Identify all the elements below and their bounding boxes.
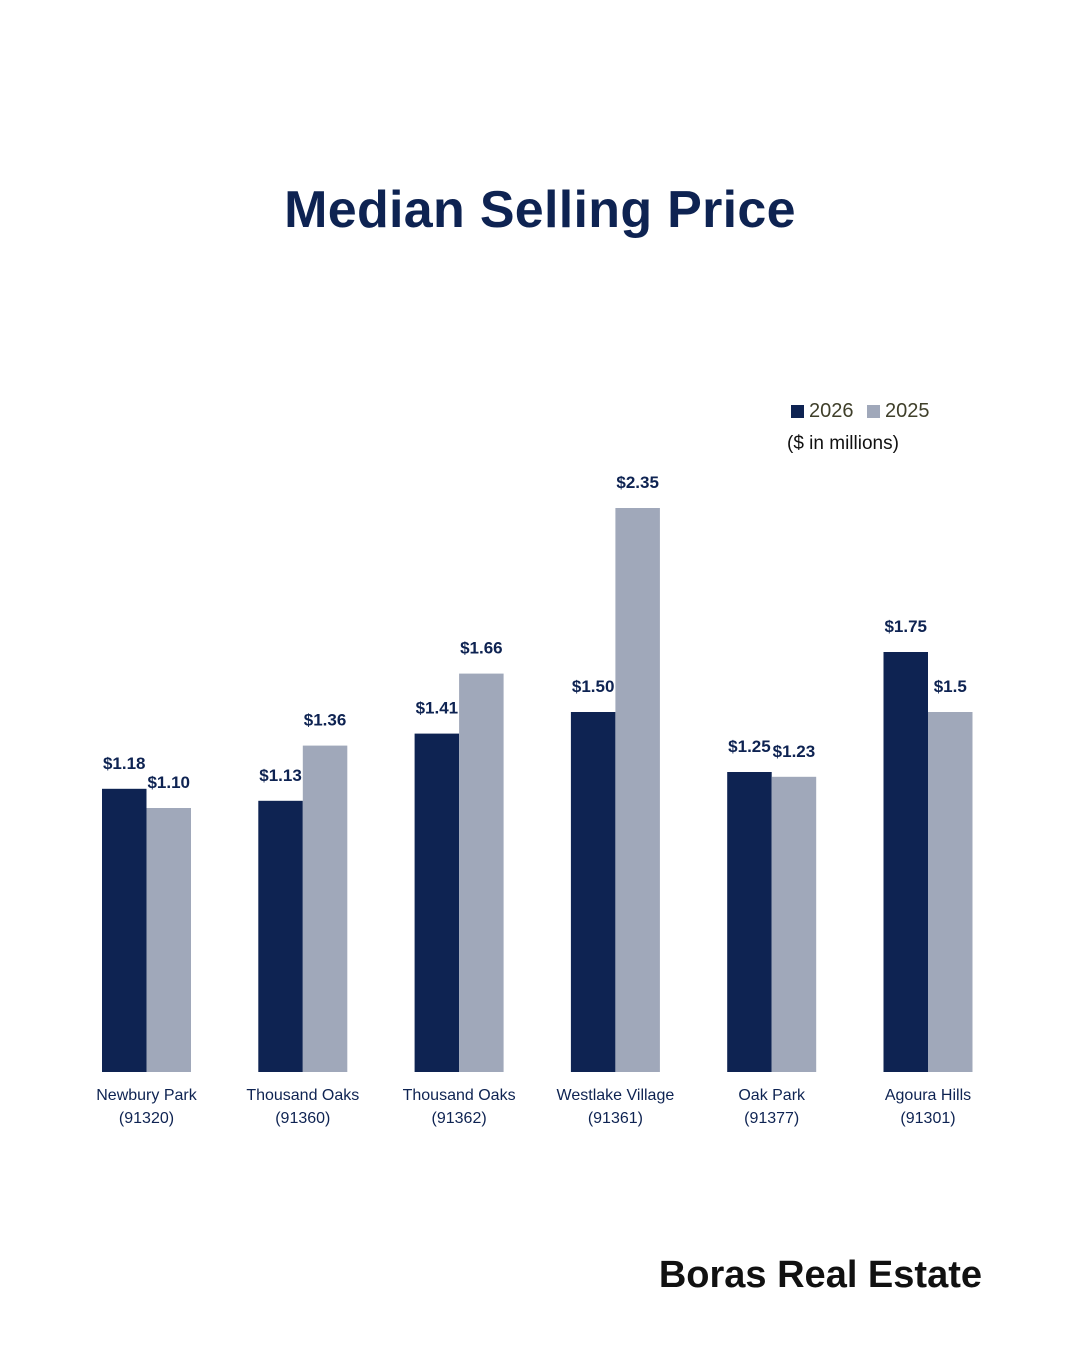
category-label-5: Oak Park: [738, 1087, 806, 1104]
brand-name: Boras Real Estate: [658, 1254, 982, 1296]
value-label-2026-5: $1.25: [728, 737, 771, 756]
chart-title: Median Selling Price: [284, 181, 796, 239]
value-label-2025-5: $1.23: [773, 742, 816, 761]
bar-2025-4: [615, 508, 660, 1072]
bar-2026-4: [570, 712, 616, 1072]
bar-2026-6: [883, 652, 928, 1072]
value-label-2026-4: $1.50: [572, 677, 615, 696]
value-label-2025-1: $1.10: [147, 773, 190, 792]
category-label-3: Thousand Oaks: [403, 1087, 516, 1104]
bar-2025-2: [302, 745, 348, 1072]
bar-2026-3: [414, 733, 460, 1072]
value-label-2026-3: $1.41: [416, 699, 459, 718]
legend-swatch-2026: [791, 405, 804, 418]
category-sublabel-3: (91362): [432, 1110, 487, 1127]
category-sublabel-4: (91361): [588, 1110, 643, 1127]
legend-label-2026: 2026: [809, 400, 854, 422]
category-sublabel-5: (91377): [744, 1110, 799, 1127]
category-sublabel-1: (91320): [119, 1110, 174, 1127]
value-label-2025-4: $2.35: [616, 473, 659, 492]
value-label-2025-6: $1.5: [934, 677, 967, 696]
bar-2026-1: [102, 788, 147, 1072]
value-label-2025-3: $1.66: [460, 639, 503, 658]
category-sublabel-2: (91360): [275, 1110, 330, 1127]
bar-2025-6: [928, 712, 973, 1072]
category-label-2: Thousand Oaks: [246, 1087, 359, 1104]
category-label-1: Newbury Park: [96, 1087, 197, 1104]
value-label-2026-6: $1.75: [884, 617, 927, 636]
unit-note: ($ in millions): [787, 433, 899, 454]
bar-2026-2: [258, 800, 303, 1072]
bar-2025-3: [459, 673, 504, 1072]
value-label-2026-2: $1.13: [259, 766, 302, 785]
category-label-4: Westlake Village: [557, 1087, 675, 1104]
bar-2025-1: [146, 808, 191, 1072]
value-label-2026-1: $1.18: [103, 754, 146, 773]
legend-label-2025: 2025: [885, 400, 930, 422]
value-label-2025-2: $1.36: [304, 711, 347, 730]
category-label-6: Agoura Hills: [885, 1087, 971, 1104]
legend-swatch-2025: [867, 405, 880, 418]
bar-2025-5: [771, 776, 817, 1072]
category-sublabel-6: (91301): [900, 1110, 955, 1127]
bar-2026-5: [727, 772, 772, 1072]
